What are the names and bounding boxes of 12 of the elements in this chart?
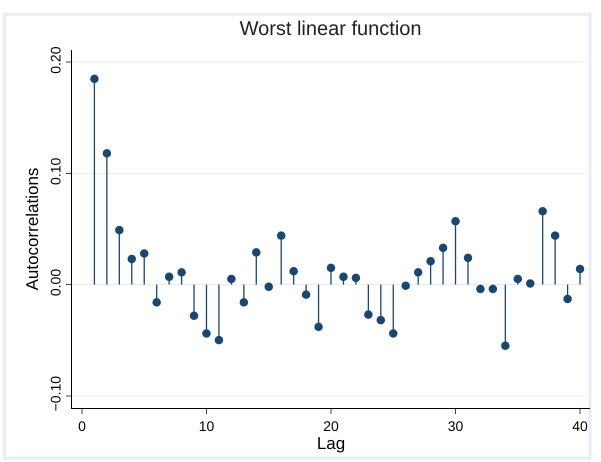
y-tick-label: −0.10 (47, 376, 64, 412)
x-axis-title: Lag (316, 434, 346, 453)
x-tick-label: 40 (572, 418, 588, 434)
chart-title: Worst linear function (240, 18, 422, 40)
y-tick-label: 0.00 (47, 268, 64, 296)
x-tick-label: 30 (448, 418, 464, 434)
y-tick-label: 0.20 (47, 46, 64, 74)
y-tick-label: 0.10 (47, 157, 64, 185)
x-tick-label: 20 (323, 418, 339, 434)
y-axis-title: Autocorrelations (22, 168, 42, 290)
x-tick-label: 10 (198, 418, 214, 434)
x-tick-label: 0 (78, 418, 86, 434)
